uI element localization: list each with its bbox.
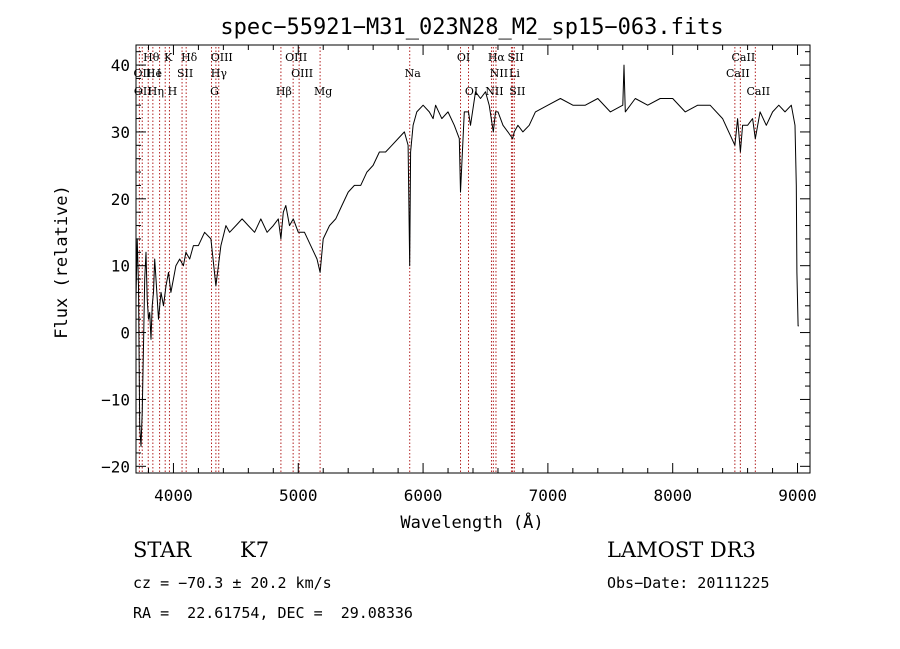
x-tick-label: 7000: [529, 486, 568, 505]
line-marker-label: G: [210, 85, 219, 98]
line-marker-label: CaII: [726, 67, 750, 80]
x-tick-label: 9000: [778, 486, 817, 505]
line-marker-label: Na: [405, 67, 422, 80]
line-marker-label: NII: [490, 67, 508, 80]
line-marker-label: CaII: [732, 51, 756, 64]
line-marker-label: OI: [465, 85, 478, 98]
y-tick-label: 10: [111, 257, 130, 276]
line-marker-label: Hα: [488, 51, 506, 64]
line-marker-label: SII: [509, 85, 525, 98]
line-marker-label: Hγ: [211, 67, 228, 80]
line-marker-label: OIII: [291, 67, 313, 80]
line-marker-label: Hη: [148, 85, 164, 98]
coordinates: RA = 22.61754, DEC = 29.08336: [133, 604, 413, 622]
line-marker-label: OI: [457, 51, 470, 64]
x-tick-label: 5000: [279, 486, 318, 505]
line-marker-label: Li: [509, 67, 520, 80]
line-marker-label: I: [157, 67, 161, 80]
y-tick-label: 20: [111, 190, 130, 209]
redshift-value: cz = −70.3 ± 20.2 km/s: [133, 574, 332, 592]
y-axis-label: Flux (relative): [52, 185, 72, 339]
x-tick-label: 6000: [404, 486, 443, 505]
line-marker-label: NII: [485, 85, 503, 98]
x-axis-ticks: 4000 5000 6000 7000 8000 9000: [147, 45, 817, 505]
line-marker-label: Hβ: [276, 85, 292, 98]
survey-name: LAMOST DR3: [607, 538, 756, 562]
line-marker-label: He: [146, 67, 162, 80]
line-marker-label: OIII: [211, 51, 233, 64]
y-tick-label: 0: [120, 324, 130, 343]
line-marker-label: H: [168, 85, 178, 98]
x-tick-label: 8000: [653, 486, 692, 505]
line-marker-label: OII: [134, 85, 152, 98]
y-tick-label: 40: [111, 56, 130, 75]
line-marker-label: Mg: [314, 85, 332, 98]
y-tick-label: 30: [111, 123, 130, 142]
line-marker-label: SII: [507, 51, 523, 64]
object-class: STAR: [133, 538, 192, 562]
line-marker-label: Hθ: [143, 51, 160, 64]
line-marker-label: K: [164, 51, 173, 64]
line-marker-label: CaII: [746, 85, 770, 98]
spectral-subclass: K7: [240, 538, 270, 562]
line-marker-label: Hδ: [181, 51, 198, 64]
line-marker-label: OIII: [285, 51, 307, 64]
y-tick-label: −10: [101, 390, 130, 409]
x-axis-label: Wavelength (Å): [400, 511, 543, 533]
spectrum-line: [135, 64, 799, 447]
emission-line-markers: [138, 47, 756, 473]
y-tick-label: −20: [101, 457, 130, 476]
line-marker-label: OII: [134, 67, 152, 80]
x-tick-label: 4000: [154, 486, 193, 505]
y-axis-ticks: −20 −10 0 10 20 30 40: [101, 51, 810, 476]
observation-date: Obs−Date: 20111225: [607, 574, 770, 592]
line-marker-label: SII: [177, 67, 193, 80]
chart-title: spec−55921−M31_023N28_M2_sp15−063.fits: [220, 15, 723, 40]
